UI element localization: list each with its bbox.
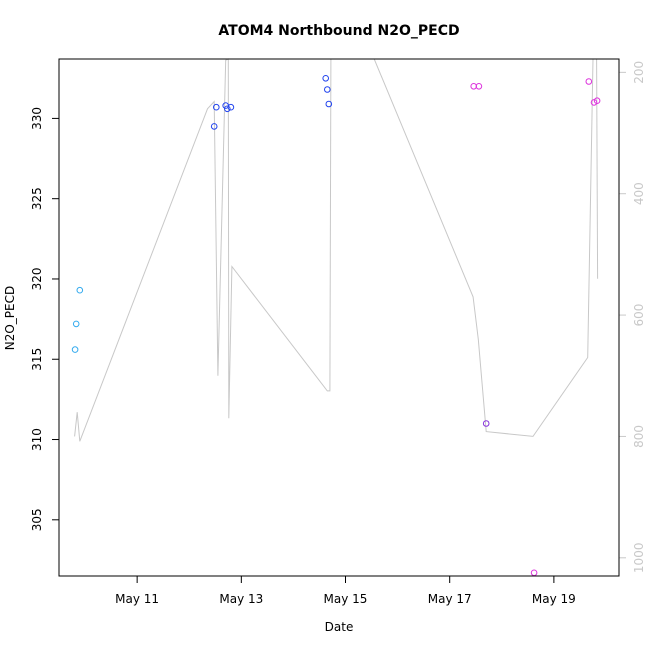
data-point bbox=[213, 103, 220, 111]
data-point bbox=[593, 97, 601, 104]
plot-frame bbox=[58, 58, 620, 577]
data-point bbox=[482, 420, 490, 427]
data-point bbox=[322, 75, 330, 82]
y2-tick-label: 200 bbox=[632, 61, 646, 84]
y-tick-label: 330 bbox=[30, 107, 44, 130]
data-point bbox=[585, 78, 593, 85]
secondary-series-line bbox=[74, 58, 599, 442]
data-point bbox=[76, 286, 84, 294]
data-point bbox=[71, 346, 79, 353]
y2-tick-label: 1000 bbox=[632, 543, 646, 574]
y-tick-label: 310 bbox=[30, 428, 44, 451]
data-point bbox=[475, 83, 483, 90]
data-point bbox=[325, 100, 333, 108]
x-tick-label: May 19 bbox=[532, 592, 576, 606]
y-tick-label: 325 bbox=[30, 187, 44, 210]
y-tick-label: 320 bbox=[30, 268, 44, 291]
x-tick-label: May 15 bbox=[324, 592, 368, 606]
chart-title: ATOM4 Northbound N2O_PECD bbox=[218, 23, 459, 39]
y-tick-label: 315 bbox=[30, 348, 44, 371]
data-point bbox=[324, 86, 331, 93]
data-point bbox=[227, 103, 235, 111]
y-axis-label: N2O_PECD bbox=[3, 286, 17, 351]
data-point bbox=[224, 105, 231, 113]
y2-tick-label: 400 bbox=[632, 182, 646, 205]
data-point bbox=[530, 569, 538, 577]
y-tick-label: 305 bbox=[30, 508, 44, 531]
data-point bbox=[210, 123, 218, 130]
x-tick-label: May 11 bbox=[115, 592, 159, 606]
x-tick-label: May 17 bbox=[428, 592, 472, 606]
x-tick-label: May 13 bbox=[219, 592, 263, 606]
y2-tick-label: 800 bbox=[632, 425, 646, 448]
y2-tick-label: 600 bbox=[632, 304, 646, 327]
x-axis-label: Date bbox=[325, 620, 354, 634]
data-point bbox=[72, 320, 80, 328]
